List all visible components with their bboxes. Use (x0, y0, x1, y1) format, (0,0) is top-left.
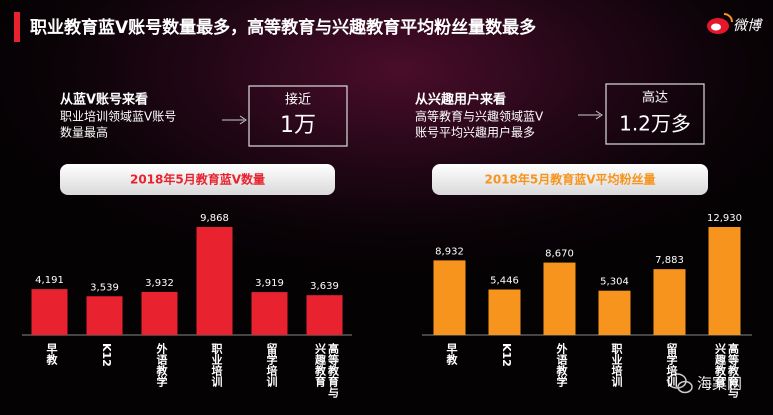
panel-left: 从蓝V账号来看 职业培训领域蓝V账号 数量最高 接近 1万 (60, 85, 348, 147)
bar (86, 296, 123, 335)
box-main: 1.2万多 (619, 112, 691, 136)
x-tick-label: 留学培训 (665, 343, 678, 387)
logo-text: 微博 (733, 18, 763, 34)
chart-title-pill (432, 164, 708, 195)
box-main: 1万 (280, 113, 316, 138)
bar (141, 291, 178, 335)
value-label: 5,304 (600, 277, 629, 288)
title-bar (14, 12, 20, 42)
value-label: 3,539 (90, 282, 119, 293)
bar (653, 269, 686, 335)
highlight-box (605, 83, 705, 145)
panel-right: 从兴趣用户来看 高等教育与兴趣领域蓝V 账号平均兴趣用户最多 高达 1.2万多 (415, 83, 705, 145)
panel-desc: 高等教育与兴趣领域蓝V (415, 109, 544, 124)
x-tick-label: K12 (500, 343, 513, 367)
x-tick-label: 留学培训 (265, 343, 278, 387)
arrow-head (595, 110, 603, 120)
chart-title: 2018年5月教育蓝V数量 (130, 172, 265, 187)
arrow-head (239, 115, 247, 125)
x-tick-label: K12 (100, 343, 113, 367)
chart-title-pill (60, 164, 335, 195)
x-tick-label: 外语教学 (155, 343, 168, 387)
bar (196, 227, 233, 335)
x-tick-label: 职业培训 (210, 343, 223, 387)
chart-title: 2018年5月教育蓝V平均粉丝量 (484, 172, 655, 187)
value-label: 9,868 (200, 213, 229, 224)
bar (488, 289, 521, 335)
value-label: 12,930 (707, 213, 742, 224)
value-label: 3,639 (310, 281, 339, 292)
watermark: 海案网 (667, 373, 742, 394)
box-top: 接近 (285, 92, 311, 108)
bar (251, 292, 288, 335)
value-label: 3,919 (255, 278, 284, 289)
bar (543, 262, 576, 335)
value-label: 7,883 (655, 255, 684, 266)
value-label: 5,446 (490, 276, 519, 287)
bar (598, 290, 631, 335)
highlight-box (248, 85, 348, 147)
bar (708, 227, 741, 335)
slide-title: 职业教育蓝V账号数量最多，高等教育与兴趣教育平均粉丝量数最多 (30, 17, 536, 38)
value-label: 8,932 (435, 246, 464, 257)
bar (306, 295, 343, 335)
panel-desc: 账号平均兴趣用户最多 (415, 125, 535, 140)
weibo-logo: 微博 (707, 13, 763, 34)
panel-desc: 职业培训领域蓝V账号 (60, 109, 176, 124)
panel-heading: 从蓝V账号来看 (60, 92, 148, 108)
panel-desc: 数量最高 (60, 125, 108, 140)
panel-heading: 从兴趣用户来看 (415, 92, 506, 108)
x-tick-label: 外语教学 (555, 343, 568, 387)
watermark-text: 海案网 (697, 375, 742, 393)
bar (433, 260, 466, 335)
bar (31, 289, 68, 335)
x-tick-label: 早教 (445, 343, 458, 365)
x-tick-label: 职业培训 (610, 343, 623, 387)
value-label: 4,191 (35, 275, 64, 286)
x-tick-label: 高等教育与兴趣教育 (313, 343, 340, 398)
x-tick-label: 早教 (45, 343, 58, 365)
value-label: 3,932 (145, 278, 174, 289)
box-top: 高达 (642, 90, 668, 106)
value-label: 8,670 (545, 249, 574, 260)
x-tick-label: 高等教育与兴趣教育 (713, 343, 740, 398)
